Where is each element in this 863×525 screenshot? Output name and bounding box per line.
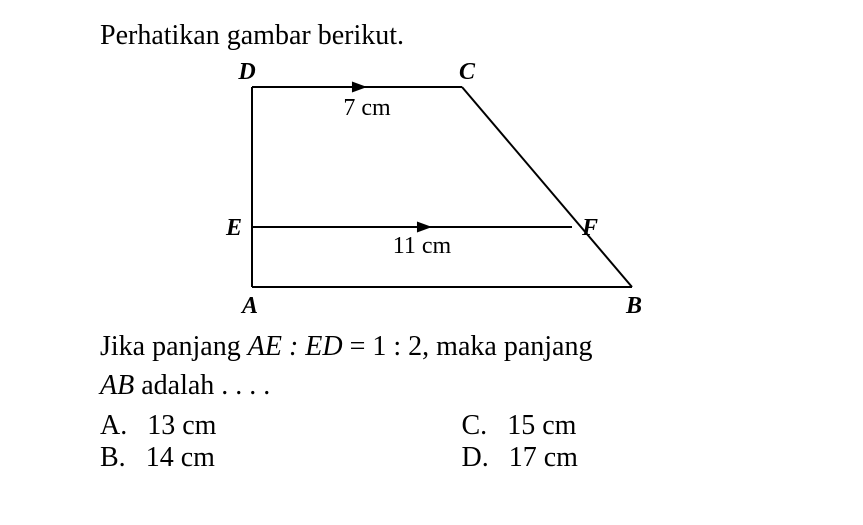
question-condition: Jika panjang AE : ED = 1 : 2, maka panja… <box>100 327 763 366</box>
svg-text:11 cm: 11 cm <box>392 233 451 259</box>
diagram-container: D C E F A B 7 cm 11 cm <box>100 57 763 317</box>
condition-prefix: Jika panjang <box>100 331 248 362</box>
svg-text:7 cm: 7 cm <box>343 95 391 121</box>
option-c-letter: C. <box>462 410 488 442</box>
option-d: D. 17 cm <box>462 442 764 474</box>
option-c-value: 15 cm <box>507 410 576 442</box>
option-b: B. 14 cm <box>100 442 402 474</box>
svg-text:A: A <box>239 293 257 317</box>
asked-var: AB <box>100 370 134 401</box>
option-c: C. 15 cm <box>462 410 764 442</box>
option-b-value: 14 cm <box>146 442 215 474</box>
option-a: A. 13 cm <box>100 410 402 442</box>
svg-text:C: C <box>458 59 475 85</box>
options-grid: A. 13 cm C. 15 cm B. 14 cm D. 17 cm <box>100 410 763 474</box>
option-d-value: 17 cm <box>509 442 578 474</box>
question-asked: AB adalah . . . . <box>100 366 763 405</box>
option-a-value: 13 cm <box>147 410 216 442</box>
condition-vars: AE : ED <box>248 331 343 362</box>
trapezoid-diagram: D C E F A B 7 cm 11 cm <box>192 57 672 317</box>
svg-text:F: F <box>580 215 597 241</box>
asked-suffix: adalah . . . . <box>134 370 270 401</box>
option-d-letter: D. <box>462 442 489 474</box>
svg-text:E: E <box>224 215 241 241</box>
option-b-letter: B. <box>100 442 126 474</box>
option-a-letter: A. <box>100 410 127 442</box>
svg-text:B: B <box>624 293 641 317</box>
svg-text:D: D <box>237 59 255 85</box>
condition-eq: = 1 : 2, maka panjang <box>343 331 593 362</box>
question-intro: Perhatikan gambar berikut. <box>100 20 763 52</box>
